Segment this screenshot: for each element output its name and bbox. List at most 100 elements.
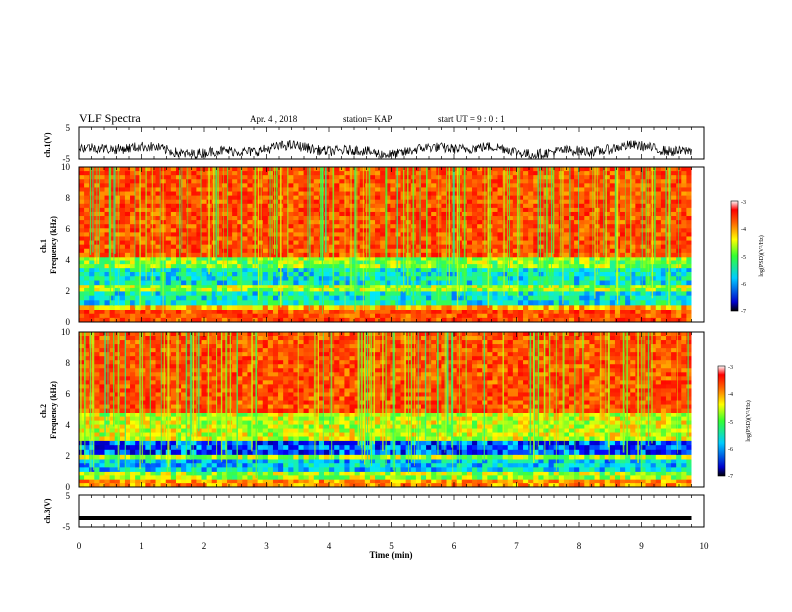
spectrogram-cell	[420, 276, 427, 281]
spectrogram-cell	[349, 260, 356, 265]
spectrogram-cell	[472, 248, 478, 254]
spectrogram-cell	[165, 228, 172, 233]
spectrogram-cell	[135, 191, 141, 197]
spectrogram-cell	[318, 267, 325, 273]
spectrogram-cell	[681, 252, 687, 258]
spectrogram-cell	[369, 232, 376, 237]
spectrogram-cell	[482, 252, 488, 258]
spectrogram-cell	[272, 248, 279, 254]
spectrogram-cell	[477, 187, 483, 192]
spectrogram-cell	[329, 199, 335, 205]
spectrogram-cell	[660, 187, 667, 192]
spectrogram-cell	[563, 240, 570, 246]
spectrogram-cell	[155, 291, 162, 297]
spectrogram-cell	[466, 232, 473, 237]
spectrogram-cell	[216, 232, 223, 237]
spectrogram-cell	[79, 232, 85, 237]
spectrogram-cell	[124, 179, 131, 184]
spectrogram-cell	[267, 276, 274, 281]
spectrogram-cell	[211, 317, 218, 323]
spectrogram-cell	[329, 211, 335, 217]
spectrogram-cell	[492, 228, 498, 233]
spectrogram-cell	[196, 291, 202, 297]
spectrogram-cell	[589, 267, 595, 273]
spectrogram-cell	[614, 313, 621, 319]
spectrogram-cell	[517, 300, 524, 306]
spectrogram-cell	[135, 220, 141, 225]
spectrogram-cell	[390, 191, 396, 197]
spectrogram-cell	[431, 199, 437, 205]
spectrogram-cell	[175, 272, 182, 277]
spectrogram-cell	[313, 244, 320, 250]
spectrogram-cell	[155, 211, 162, 217]
spectrogram-cell	[84, 483, 90, 488]
spectrogram-cell	[334, 224, 340, 229]
spectrogram-cell	[681, 195, 687, 201]
spectrogram-cell	[441, 203, 447, 209]
spectrogram-cell	[272, 309, 279, 315]
spectrogram-cell	[507, 284, 514, 289]
spectrogram-cell	[558, 309, 565, 315]
spectrogram-cell	[318, 228, 325, 233]
spectrogram-cell	[671, 167, 677, 172]
spectrogram-cell	[175, 284, 182, 289]
spectrogram-cell	[640, 267, 646, 273]
spectrogram-cell	[528, 252, 534, 258]
spectrogram-cell	[640, 309, 646, 315]
spectrogram-cell	[181, 195, 187, 201]
spectrogram-cell	[533, 287, 539, 292]
spectrogram-cell	[380, 236, 386, 241]
spectrogram-cell	[569, 167, 575, 172]
spectrogram-cell	[477, 228, 483, 233]
spectrogram-cell	[135, 256, 141, 261]
spectrogram-cell	[599, 272, 606, 277]
spectrogram-cell	[247, 264, 253, 269]
spectrogram-cell	[553, 291, 560, 297]
spectrogram-cell	[538, 256, 544, 261]
spectrogram-cell	[385, 304, 391, 310]
spectrogram-cell	[426, 216, 432, 221]
spectrogram-cell	[436, 304, 442, 310]
spectrogram-cell	[395, 216, 401, 221]
spectrogram-cell	[227, 317, 233, 323]
spectrogram-cell	[155, 244, 162, 250]
spectrogram-cell	[114, 252, 121, 258]
spectrogram-cell	[318, 317, 325, 323]
spectrogram-cell	[109, 309, 116, 315]
spectrogram-cell	[395, 252, 401, 258]
spectrogram-cell	[574, 276, 580, 281]
spectrogram-cell	[308, 248, 315, 254]
spectrogram-cell	[650, 195, 657, 201]
spectrogram-cell	[303, 309, 310, 315]
spectrogram-cell	[359, 199, 366, 205]
spectrogram-cell	[109, 232, 116, 237]
spectrogram-cell	[252, 280, 259, 286]
spectrogram-cell	[247, 317, 253, 323]
spectrogram-cell	[497, 256, 504, 261]
spectrogram-cell	[170, 179, 177, 184]
spectrogram-cell	[385, 256, 391, 261]
spectrogram-cell	[609, 167, 616, 172]
spectrogram-cell	[390, 228, 396, 233]
spectrogram-cell	[247, 244, 253, 250]
spectrogram-cell	[79, 295, 85, 301]
spectrogram-cell	[589, 248, 595, 254]
spectrogram-cell	[165, 304, 172, 310]
spectrogram-cell	[523, 211, 529, 217]
spectrogram-cell	[242, 317, 248, 323]
spectrogram-cell	[635, 199, 641, 205]
spectrogram-cell	[482, 284, 488, 289]
spectrogram-cell	[303, 267, 310, 273]
spectrogram-cell	[170, 479, 177, 484]
spectrogram-cell	[604, 211, 611, 217]
spectrogram-cell	[272, 252, 279, 258]
spectrogram-cell	[517, 267, 524, 273]
spectrogram-cell	[324, 291, 330, 297]
spectrogram-cell	[487, 317, 493, 323]
spectrogram-cell	[671, 220, 677, 225]
spectrogram-cell	[604, 175, 611, 180]
spectrogram-cell	[431, 300, 437, 306]
spectrogram-cell	[165, 248, 172, 254]
spectrogram-cell	[99, 313, 105, 319]
spectrogram-cell	[385, 211, 391, 217]
